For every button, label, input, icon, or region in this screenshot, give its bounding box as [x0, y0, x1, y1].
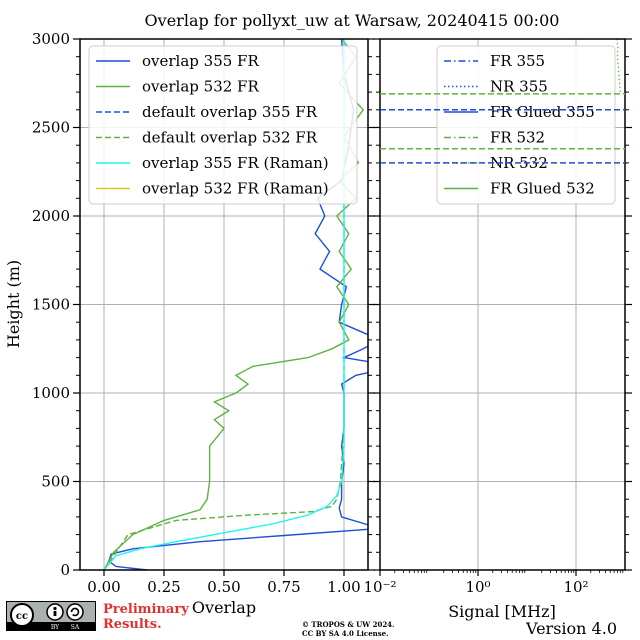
signal-xlabel: Signal [MHz]	[448, 602, 556, 621]
overlap-legend: overlap 355 FR overlap 532 FR default over…	[88, 45, 358, 205]
signal-series	[616, 39, 621, 93]
overlap-series-line	[103, 39, 345, 570]
overlap-legend-label: overlap 532 FR (Raman)	[142, 180, 329, 198]
cc-sa-text: SA	[71, 624, 80, 630]
signal-legend-box	[436, 45, 616, 205]
overlap-ytick-label: 2500	[32, 119, 70, 137]
signal-xtick-label: 10²	[563, 578, 588, 596]
overlap-ytick-label: 500	[41, 473, 70, 491]
overlap-xtick-label: 0.00	[87, 578, 120, 596]
overlap-series-line	[103, 39, 345, 570]
overlap-panel: 0.00 0.25 0.50 0.75 1.00 0 500 1000 1500 2000 2500…	[4, 30, 375, 617]
overlap-legend-label: overlap 532 FR	[142, 78, 259, 96]
overlap-legend-label: overlap 355 FR (Raman)	[142, 154, 329, 172]
preliminary-note: Preliminary Results.	[103, 602, 189, 632]
overlap-legend-label: default overlap 355 FR	[142, 103, 318, 121]
copyright-line1: © TROPOS & UW 2024.	[302, 620, 395, 629]
overlap-xtick-label: 0.25	[147, 578, 180, 596]
signal-xtick-label: 10⁻²	[363, 578, 396, 596]
overlap-ticks: 0.00 0.25 0.50 0.75 1.00 0 500 1000 1500 2000 2500…	[32, 30, 375, 596]
cc-by-sa-logo: cc BY SA	[7, 603, 95, 631]
overlap-legend-label: default overlap 532 FR	[142, 129, 318, 147]
overlap-ytick-label: 1500	[32, 296, 70, 314]
overlap-ylabel: Height (m)	[4, 260, 23, 348]
overlap-xtick-label: 1.00	[327, 578, 360, 596]
signal-series-line	[616, 39, 621, 93]
overlap-ytick-label: 3000	[32, 30, 70, 48]
overlap-legend-box	[88, 45, 358, 205]
preliminary-line1: Preliminary	[103, 602, 189, 617]
overlap-series-line	[107, 39, 368, 570]
preliminary-line2: Results.	[103, 617, 162, 632]
cc-logo-text: cc	[16, 611, 28, 622]
signal-legend-label: FR 532	[490, 129, 545, 147]
overlap-xtick-label: 0.75	[267, 578, 300, 596]
cc-by-text: BY	[51, 624, 60, 630]
overlap-xtick-label: 0.50	[207, 578, 240, 596]
signal-legend-label: FR Glued 355	[490, 103, 595, 121]
chart-title: Overlap for pollyxt_uw at Warsaw, 202404…	[145, 11, 560, 30]
version-label: Version 4.0	[526, 619, 617, 638]
overlap-ytick-label: 2000	[32, 207, 70, 225]
overlap-legend-label: overlap 355 FR	[142, 52, 259, 70]
signal-legend-label: FR Glued 532	[490, 180, 595, 198]
signal-panel: 10⁻² 10⁰ 10² Signal [MHz] FR 355 NR 355 FR G…	[363, 38, 632, 621]
signal-ticks: 10⁻² 10⁰ 10²	[363, 38, 632, 596]
copyright-note: © TROPOS & UW 2024. CC BY SA 4.0 License…	[302, 620, 395, 638]
signal-xtick-label: 10⁰	[465, 578, 490, 596]
overlap-ytick-label: 0	[60, 561, 70, 579]
overlap-xlabel: Overlap	[192, 598, 256, 617]
overlap-ytick-label: 1000	[32, 384, 70, 402]
cc-license-badge: cc BY SA	[6, 601, 96, 631]
signal-legend-label: NR 355	[490, 78, 548, 96]
copyright-line2: CC BY SA 4.0 License.	[302, 629, 389, 638]
signal-legend-label: FR 355	[490, 52, 545, 70]
